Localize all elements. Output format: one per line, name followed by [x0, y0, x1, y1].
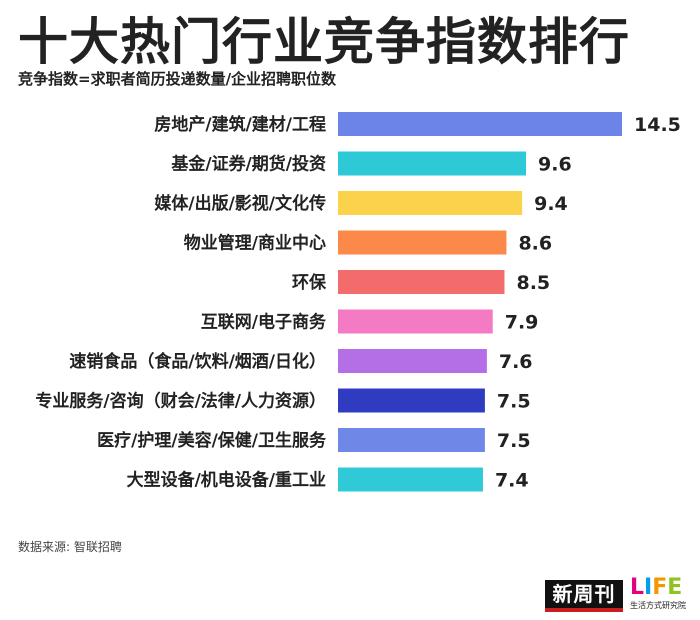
bar-1 [338, 151, 527, 176]
bar-6 [338, 349, 487, 373]
category-label-8: 医疗/护理/美容/保健/卫生服务 [97, 430, 327, 451]
bar-8 [338, 428, 485, 452]
category-label-3: 物业管理/商业中心 [184, 233, 326, 254]
value-label-1: 9.6 [538, 154, 572, 176]
life-logo: L I F E 生活方式研究院 [630, 576, 694, 616]
value-label-7: 7.5 [497, 391, 531, 413]
value-label-0: 14.5 [634, 114, 681, 136]
xinzhoukan-logo-text: 新周刊 [552, 582, 616, 606]
category-label-4: 环保 [292, 272, 327, 293]
life-logo-letter-i: I [644, 575, 653, 600]
value-label-2: 9.4 [534, 193, 568, 215]
value-label-8: 7.5 [497, 430, 531, 452]
bar-9 [338, 467, 483, 492]
life-logo-letter-l: L [630, 575, 645, 600]
life-logo-letter-e: E [667, 575, 683, 600]
category-label-9: 大型设备/机电设备/重工业 [127, 470, 326, 491]
value-label-6: 7.6 [499, 351, 533, 373]
value-label-5: 7.9 [505, 312, 539, 334]
bar-4 [338, 270, 505, 294]
category-label-0: 房地产/建筑/建材/工程 [154, 114, 326, 135]
logo-stripe [545, 608, 623, 612]
bar-0 [338, 112, 622, 136]
category-label-5: 互联网/电子商务 [201, 312, 327, 333]
life-logo-subtitle: 生活方式研究院 [630, 601, 686, 610]
category-label-1: 基金/证券/期货/投资 [170, 154, 326, 175]
bar-3 [338, 230, 507, 255]
value-label-3: 8.6 [518, 233, 552, 255]
data-source-note: 数据来源: 智联招聘 [18, 540, 122, 554]
xinzhoukan-logo: 新周刊 [545, 580, 623, 612]
bar-2 [338, 191, 523, 215]
category-label-6: 速销食品（食品/饮料/烟酒/日化） [69, 351, 326, 372]
category-label-2: 媒体/出版/影视/文化传 [154, 193, 326, 214]
category-label-7: 专业服务/咨询（财会/法律/人力资源） [35, 391, 326, 412]
bar-5 [338, 309, 493, 334]
life-logo-letter-f: F [652, 575, 668, 600]
chart-subtitle: 竞争指数=求职者简历投递数量/企业招聘职位数 [18, 70, 337, 88]
value-label-4: 8.5 [516, 272, 550, 294]
chart-title: 十大热门行业竞争指数排行 [18, 13, 630, 71]
life-logo-word: L I F E [630, 576, 694, 600]
value-label-9: 7.4 [495, 470, 529, 492]
bar-7 [338, 388, 485, 413]
